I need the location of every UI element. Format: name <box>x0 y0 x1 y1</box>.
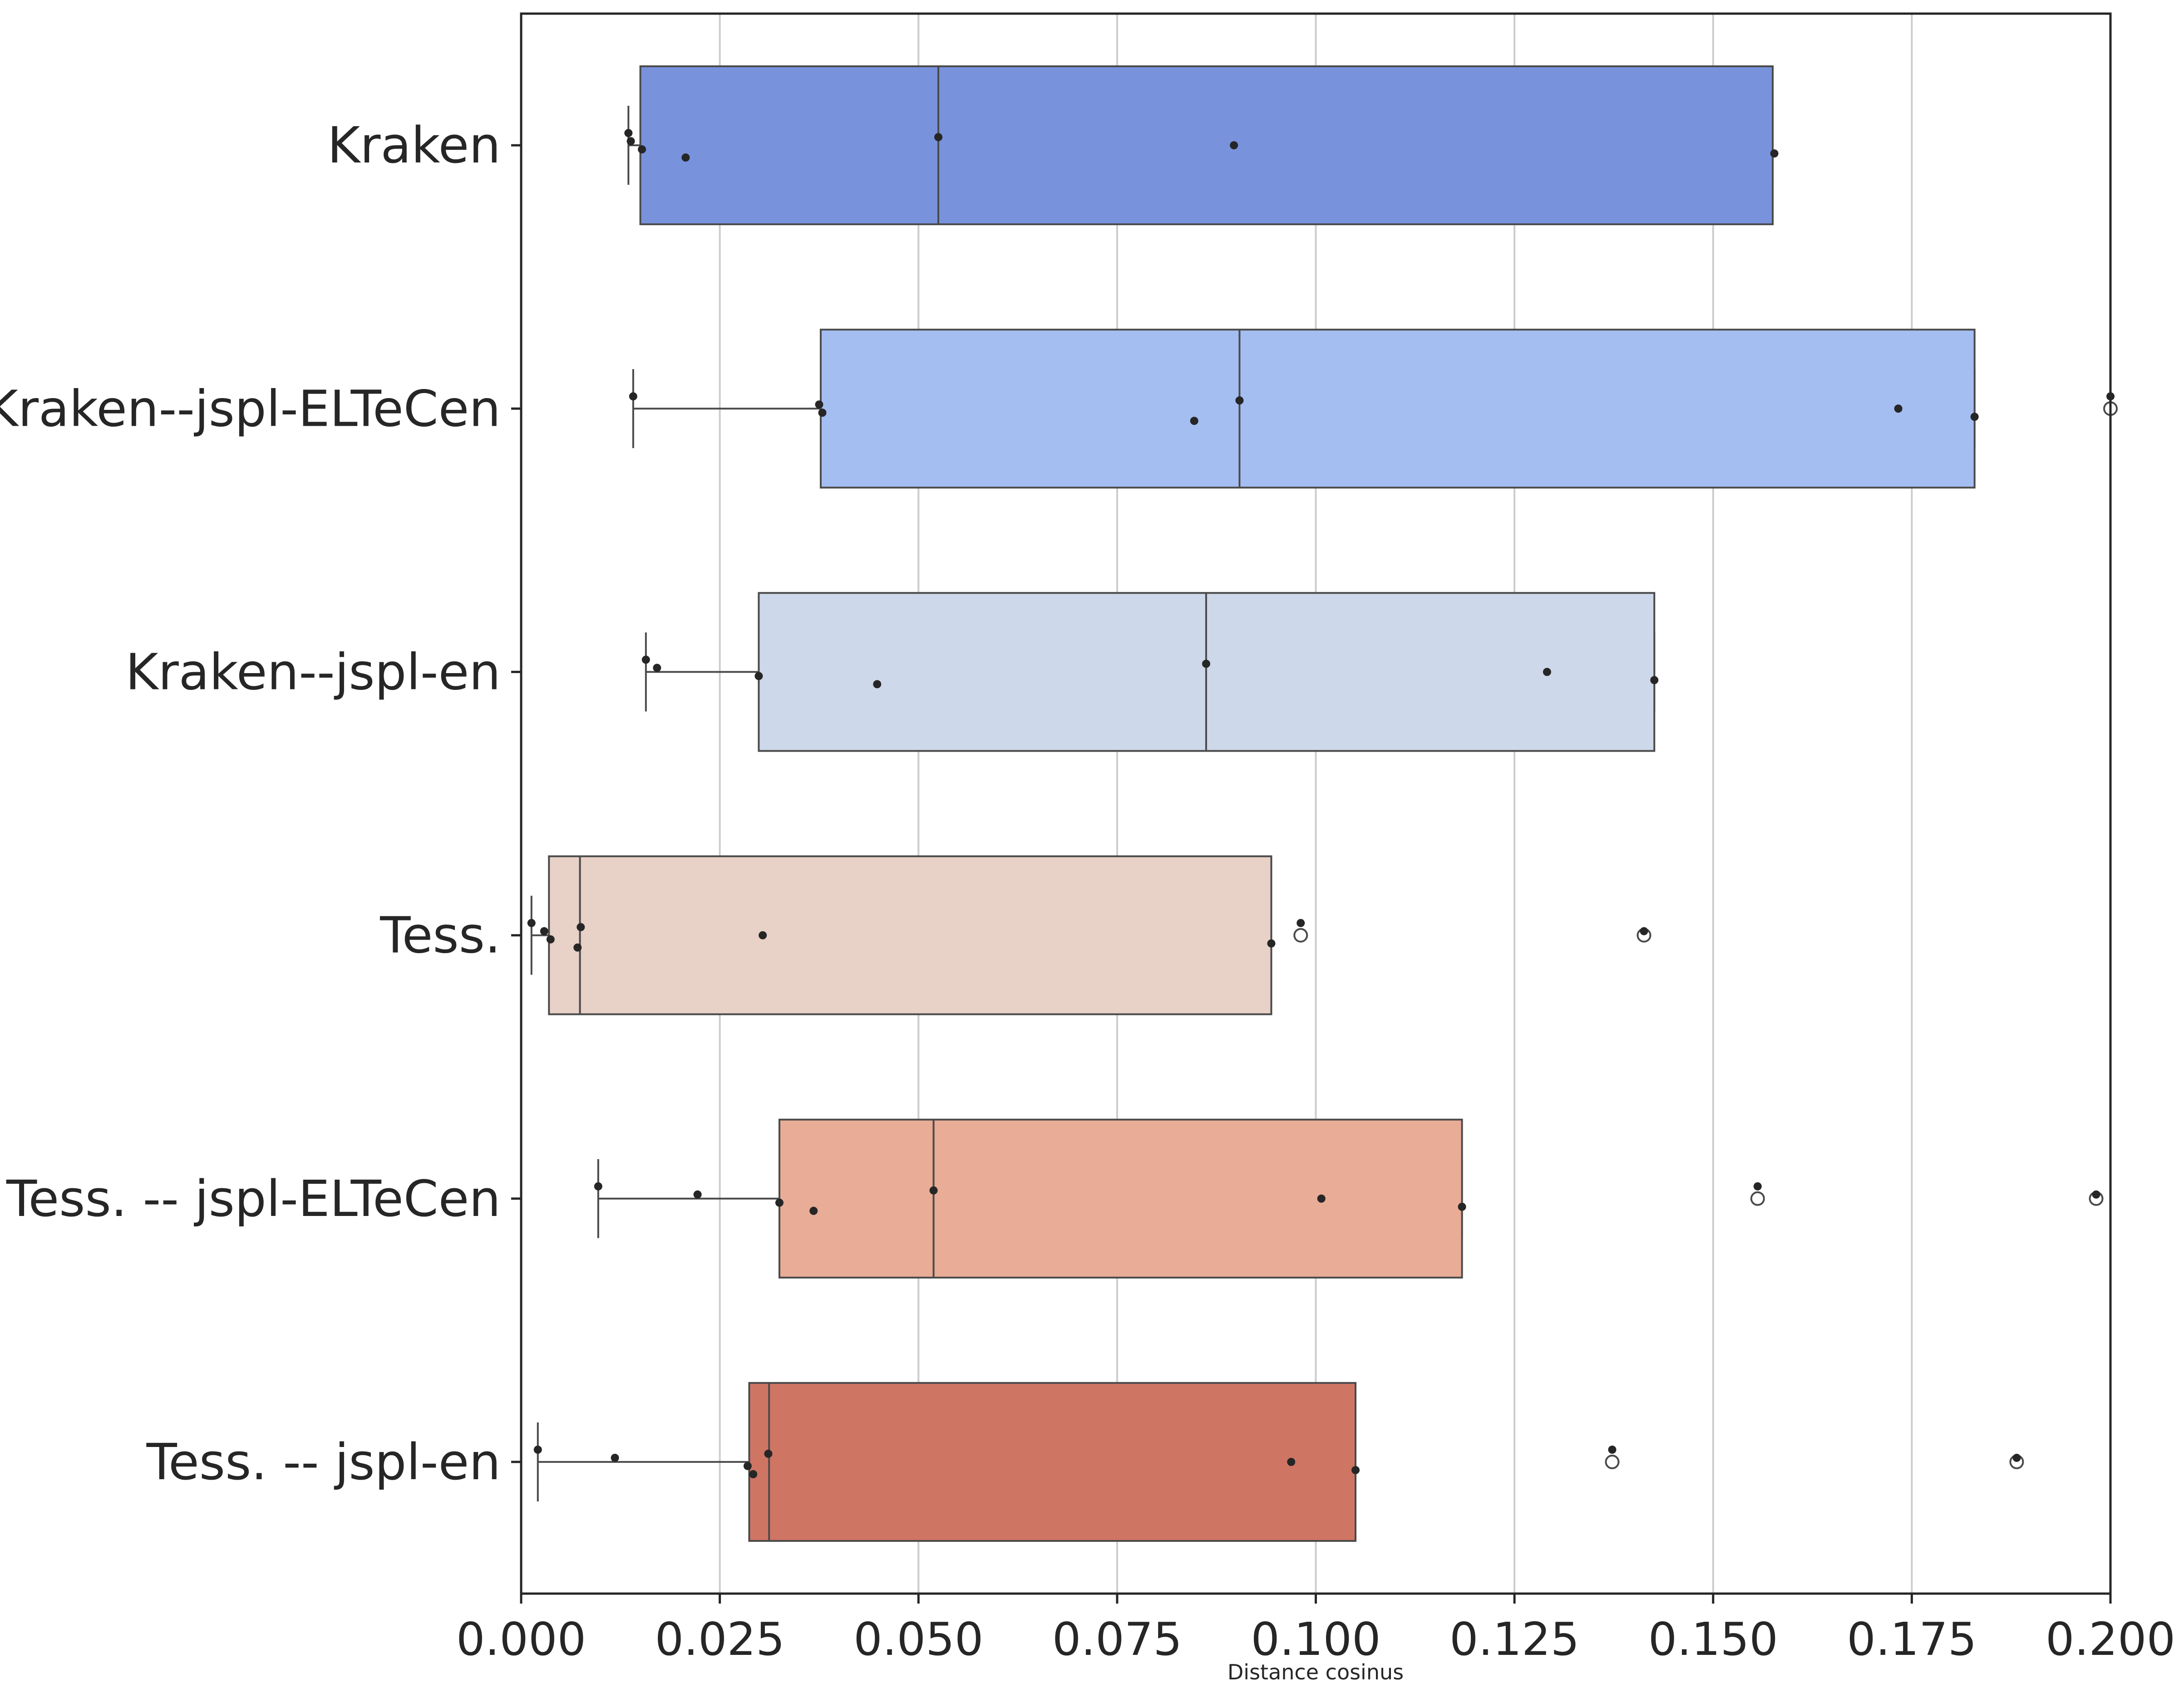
data-point <box>759 931 767 940</box>
data-point <box>626 137 635 146</box>
outlier-marker <box>1293 928 1308 943</box>
data-point <box>693 1190 702 1199</box>
data-point <box>818 408 827 417</box>
outlier-marker <box>1750 1191 1765 1206</box>
tick-layer: 0.000 0.025 0.050 0.075 0.100 0.125 0.150 0.175… <box>0 116 2175 1666</box>
data-point <box>815 400 823 409</box>
data-point <box>1202 659 1210 668</box>
data-point <box>577 923 585 931</box>
category-label: Kraken--jspl-en <box>125 643 501 701</box>
data-point <box>611 1453 619 1462</box>
data-point <box>527 919 536 927</box>
data-point <box>1351 1466 1360 1474</box>
data-point <box>546 935 555 944</box>
data-point <box>764 1449 773 1458</box>
data-point <box>1753 1182 1762 1191</box>
data-point <box>1235 396 1244 405</box>
outlier-marker <box>1605 1454 1620 1469</box>
category-label: Kraken--jspl-ELTeCen <box>0 379 501 438</box>
box-iqr <box>778 1118 1463 1279</box>
data-point <box>1650 676 1659 684</box>
data-point <box>749 1470 758 1478</box>
data-point <box>1458 1202 1466 1211</box>
data-point <box>533 1445 542 1454</box>
data-point <box>624 129 633 138</box>
data-point <box>573 943 582 952</box>
box-iqr <box>639 65 1774 226</box>
data-point <box>1287 1457 1296 1466</box>
box-iqr <box>748 1382 1357 1542</box>
x-tick-label: 0.000 <box>456 1613 586 1666</box>
data-point <box>1543 668 1551 676</box>
grid-layer <box>719 14 1913 1594</box>
x-tick-label: 0.150 <box>1648 1613 1778 1666</box>
x-tick-label: 0.100 <box>1251 1613 1380 1666</box>
x-tick-label: 0.125 <box>1449 1613 1579 1666</box>
data-point <box>594 1182 602 1191</box>
data-point <box>653 664 661 672</box>
data-point <box>1894 404 1903 413</box>
data-point <box>1267 939 1276 948</box>
data-point <box>743 1462 752 1470</box>
x-tick-label: 0.200 <box>2046 1613 2175 1666</box>
data-point <box>1190 417 1198 425</box>
data-point <box>540 927 548 935</box>
x-axis-title: Distance cosinus <box>1228 1660 1404 1684</box>
data-point <box>681 153 690 162</box>
box-iqr <box>548 855 1272 1015</box>
data-point <box>929 1186 938 1195</box>
x-tick-label: 0.075 <box>1052 1613 1182 1666</box>
data-point <box>2012 1453 2021 1462</box>
data-point <box>638 145 646 154</box>
data-point <box>873 680 882 689</box>
data-point <box>1317 1194 1326 1203</box>
x-tick-label: 0.175 <box>1847 1613 1977 1666</box>
data-point <box>641 655 650 664</box>
box-iqr <box>819 329 1976 489</box>
data-point <box>1770 149 1779 158</box>
data-point <box>1640 927 1648 935</box>
data-point <box>809 1206 818 1215</box>
data-point <box>934 133 943 142</box>
category-label: Tess. -- jspl-en <box>146 1433 501 1491</box>
data-point <box>754 672 763 680</box>
category-label: Tess. -- jspl-ELTeCen <box>6 1170 501 1228</box>
data-point <box>2092 1190 2100 1199</box>
data-point <box>1608 1445 1617 1454</box>
data-point <box>1230 141 1238 150</box>
data-point <box>629 392 637 401</box>
point-layer <box>527 129 2118 1478</box>
data-point <box>1297 919 1305 927</box>
box-layer <box>530 65 1976 1542</box>
data-point <box>775 1198 784 1207</box>
data-point <box>1970 413 1979 421</box>
category-label: Kraken <box>327 116 501 174</box>
category-label: Tess. <box>380 906 501 965</box>
x-tick-label: 0.050 <box>853 1613 983 1666</box>
x-tick-label: 0.025 <box>655 1613 784 1666</box>
